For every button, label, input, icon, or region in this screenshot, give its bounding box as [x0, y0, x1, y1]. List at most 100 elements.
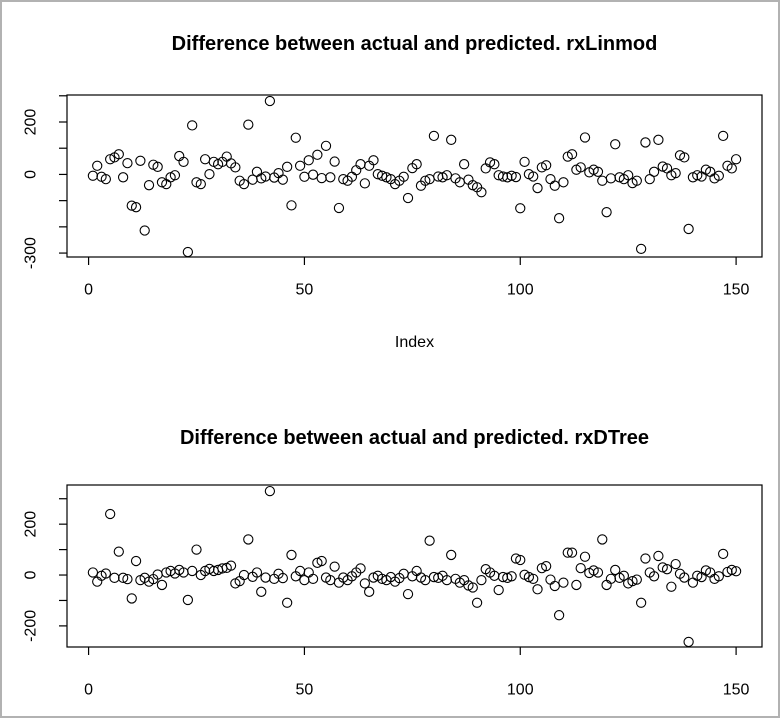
- data-point-rxlinmod: [726, 163, 737, 174]
- x-tick-label-rxdtree: 50: [296, 682, 314, 699]
- data-point-rxdtree: [687, 577, 699, 588]
- data-point-rxlinmod: [143, 180, 155, 191]
- data-point-rxlinmod: [195, 178, 206, 190]
- data-point-rxlinmod: [653, 134, 664, 145]
- data-point-rxdtree: [683, 636, 694, 648]
- x-tick-label-rxlinmod: 0: [84, 282, 93, 299]
- y-tick-label-rxlinmod: 200: [23, 109, 40, 136]
- data-point-rxlinmod: [359, 178, 371, 189]
- data-point-rxdtree: [105, 508, 116, 520]
- data-point-rxlinmod: [286, 200, 297, 211]
- data-point-rxlinmod: [601, 207, 612, 218]
- x-tick-label-rxlinmod: 50: [296, 282, 314, 299]
- data-point-rxdtree: [493, 584, 504, 596]
- data-point-rxlinmod: [489, 159, 500, 170]
- data-point-rxdtree: [251, 567, 263, 578]
- data-point-rxlinmod: [199, 154, 211, 165]
- data-point-rxdtree: [713, 571, 724, 582]
- data-point-rxlinmod: [480, 163, 491, 174]
- data-point-rxlinmod: [502, 172, 513, 183]
- data-point-rxlinmod: [635, 243, 647, 255]
- data-point-rxlinmod: [510, 171, 522, 183]
- data-point-rxlinmod: [683, 223, 694, 235]
- plot-title-rxdtree: Difference between actual and predicted.…: [179, 427, 650, 449]
- data-point-rxlinmod: [402, 192, 414, 204]
- y-tick-label-rxdtree: 0: [23, 570, 40, 579]
- data-point-rxdtree: [597, 534, 608, 545]
- data-point-rxdtree: [541, 560, 552, 572]
- data-point-rxlinmod: [553, 213, 565, 224]
- data-point-rxlinmod: [100, 173, 112, 185]
- data-point-rxlinmod: [648, 166, 660, 177]
- data-point-rxdtree: [364, 586, 375, 597]
- y-tick-label-rxdtree: -200: [23, 610, 40, 642]
- data-point-rxlinmod: [640, 137, 651, 148]
- data-point-rxlinmod: [238, 178, 250, 190]
- data-point-rxlinmod: [610, 139, 621, 150]
- data-point-rxdtree: [502, 572, 513, 583]
- data-point-rxlinmod: [670, 167, 681, 179]
- data-point-rxlinmod: [597, 175, 608, 186]
- data-point-rxdtree: [558, 577, 569, 588]
- x-tick-label-rxlinmod: 150: [723, 282, 750, 299]
- data-point-rxlinmod: [549, 180, 560, 191]
- data-point-rxdtree: [182, 594, 194, 606]
- data-point-rxdtree: [109, 572, 120, 583]
- data-point-rxlinmod: [558, 177, 569, 188]
- data-point-rxlinmod: [92, 160, 103, 171]
- data-point-rxdtree: [571, 579, 582, 591]
- data-point-rxdtree: [282, 597, 293, 608]
- data-point-rxdtree: [653, 550, 664, 562]
- data-point-rxdtree: [610, 564, 621, 576]
- data-point-rxlinmod: [515, 203, 526, 214]
- data-point-rxlinmod: [351, 165, 362, 176]
- data-point-rxdtree: [679, 572, 690, 583]
- data-point-rxdtree: [256, 586, 267, 597]
- data-point-rxlinmod: [730, 154, 742, 165]
- data-point-rxdtree: [225, 560, 237, 571]
- data-point-rxlinmod: [312, 149, 323, 160]
- data-point-rxdtree: [312, 557, 323, 568]
- data-point-rxlinmod: [316, 172, 327, 184]
- data-point-rxdtree: [187, 565, 198, 577]
- data-point-rxlinmod: [579, 132, 591, 143]
- data-point-rxlinmod: [182, 246, 194, 258]
- data-point-rxlinmod: [187, 120, 198, 131]
- data-point-rxlinmod: [169, 170, 181, 181]
- data-point-rxlinmod: [519, 156, 530, 167]
- data-point-rxlinmod: [605, 173, 617, 184]
- x-tick-label-rxlinmod: 100: [507, 282, 534, 299]
- data-point-rxdtree: [122, 573, 133, 585]
- data-point-rxdtree: [605, 573, 617, 584]
- data-point-rxdtree: [717, 548, 729, 560]
- data-point-rxlinmod: [376, 170, 388, 181]
- data-point-rxlinmod: [446, 134, 457, 145]
- data-point-rxdtree: [661, 564, 673, 575]
- data-point-rxlinmod: [506, 170, 517, 181]
- data-point-rxlinmod: [325, 172, 336, 183]
- data-point-rxlinmod: [623, 170, 634, 181]
- data-point-rxdtree: [618, 570, 630, 581]
- data-point-rxlinmod: [368, 155, 379, 166]
- data-point-rxlinmod: [355, 159, 366, 170]
- data-point-rxlinmod: [178, 156, 189, 167]
- data-point-rxlinmod: [135, 155, 146, 166]
- data-point-rxlinmod: [411, 159, 422, 170]
- data-point-rxdtree: [329, 561, 340, 572]
- data-point-rxdtree: [117, 572, 129, 583]
- data-point-rxdtree: [126, 593, 137, 604]
- data-point-rxlinmod: [692, 170, 703, 181]
- data-point-rxdtree: [476, 574, 487, 586]
- data-point-rxdtree: [579, 551, 591, 562]
- y-tick-label-rxdtree: 200: [23, 511, 40, 538]
- data-point-rxlinmod: [117, 172, 129, 183]
- data-point-rxlinmod: [277, 174, 288, 185]
- data-point-rxlinmod: [230, 162, 241, 173]
- x-tick-label-rxdtree: 0: [84, 682, 93, 699]
- data-point-rxdtree: [631, 574, 642, 585]
- data-point-rxdtree: [510, 553, 522, 564]
- data-point-rxdtree: [532, 584, 543, 595]
- data-point-rxlinmod: [303, 155, 314, 166]
- data-point-rxlinmod: [428, 130, 440, 142]
